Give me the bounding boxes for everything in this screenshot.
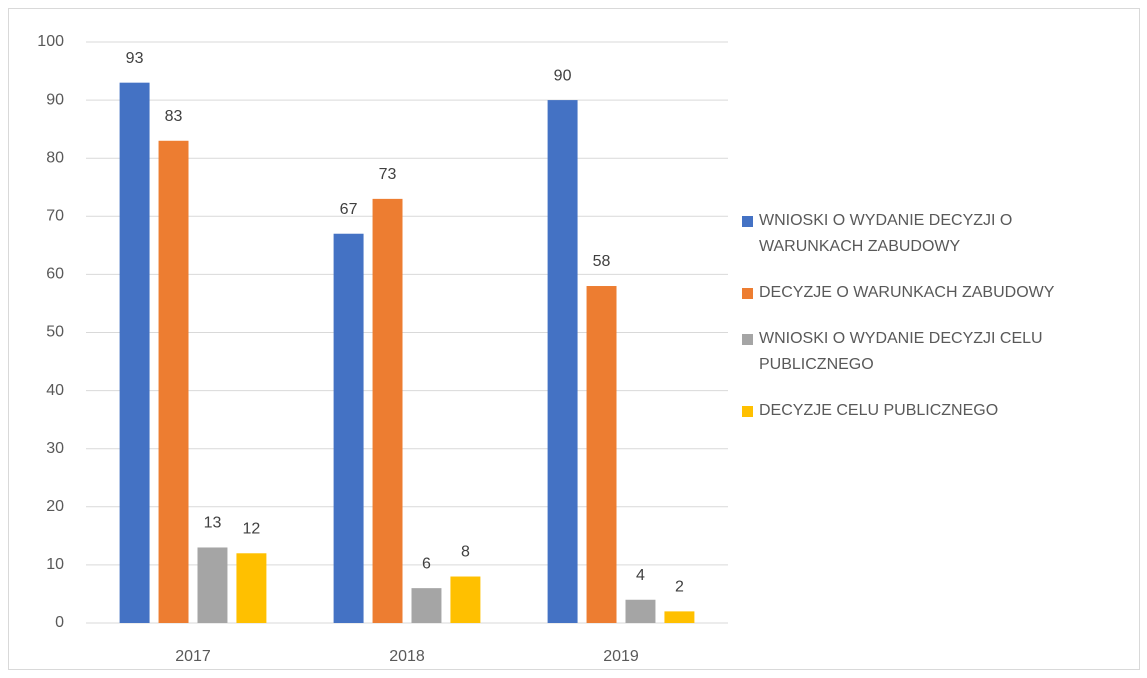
legend-item: DECYZJE O WARUNKACH ZABUDOWY xyxy=(742,280,1112,306)
data-label: 13 xyxy=(204,515,222,532)
bar xyxy=(450,576,481,623)
legend-swatch xyxy=(742,406,753,417)
x-tick-label: 2018 xyxy=(389,648,425,665)
y-tick-label: 50 xyxy=(46,324,64,341)
y-tick-label: 80 xyxy=(46,149,64,166)
data-label: 6 xyxy=(422,555,431,572)
y-tick-label: 0 xyxy=(55,614,64,631)
data-label: 93 xyxy=(126,50,144,67)
y-tick-label: 60 xyxy=(46,266,64,283)
bar xyxy=(197,547,228,623)
data-label: 2 xyxy=(675,579,684,596)
x-tick-label: 2019 xyxy=(603,648,639,665)
data-label: 8 xyxy=(461,544,470,561)
legend-item: WNIOSKI O WYDANIE DECYZJI O WARUNKACH ZA… xyxy=(742,208,1112,260)
y-tick-label: 90 xyxy=(46,91,64,108)
legend-item: DECYZJE CELU PUBLICZNEGO xyxy=(742,398,1112,424)
bar xyxy=(411,588,442,623)
y-tick-label: 70 xyxy=(46,208,64,225)
bar xyxy=(236,553,267,623)
bar xyxy=(625,599,656,623)
x-tick-label: 2017 xyxy=(175,648,211,665)
bar xyxy=(333,233,364,624)
y-tick-label: 20 xyxy=(46,498,64,515)
legend-swatch xyxy=(742,216,753,227)
data-label: 73 xyxy=(379,166,397,183)
legend-label: DECYZJE O WARUNKACH ZABUDOWY xyxy=(759,284,1055,301)
legend: WNIOSKI O WYDANIE DECYZJI O WARUNKACH ZA… xyxy=(742,208,1112,444)
data-label: 90 xyxy=(554,67,572,84)
bar xyxy=(547,100,578,624)
bar xyxy=(586,286,617,623)
legend-label: DECYZJE CELU PUBLICZNEGO xyxy=(759,402,999,419)
chart-border xyxy=(8,8,1140,670)
y-tick-label: 30 xyxy=(46,440,64,457)
data-label: 12 xyxy=(243,520,261,537)
data-label: 83 xyxy=(165,108,183,125)
legend-swatch xyxy=(742,288,753,299)
legend-label: WNIOSKI O WYDANIE DECYZJI O WARUNKACH ZA… xyxy=(759,212,1013,255)
y-tick-label: 10 xyxy=(46,556,64,573)
data-label: 4 xyxy=(636,567,645,584)
y-tick-label: 100 xyxy=(37,33,64,50)
bar xyxy=(158,140,189,623)
y-tick-label: 40 xyxy=(46,382,64,399)
legend-swatch xyxy=(742,334,753,345)
legend-item: WNIOSKI O WYDANIE DECYZJI CELU PUBLICZNE… xyxy=(742,326,1112,378)
legend-label: WNIOSKI O WYDANIE DECYZJI CELU PUBLICZNE… xyxy=(759,330,1043,373)
bar xyxy=(664,611,695,623)
data-label: 58 xyxy=(593,253,611,270)
bar xyxy=(372,198,403,623)
data-label: 67 xyxy=(340,201,358,218)
bar xyxy=(119,82,150,624)
